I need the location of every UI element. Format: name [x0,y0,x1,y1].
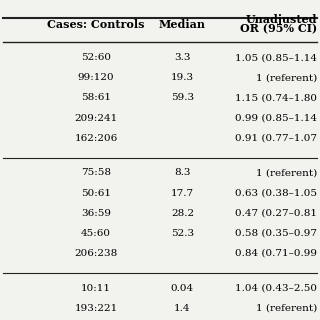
Text: 28.2: 28.2 [171,209,194,218]
Text: 45:60: 45:60 [81,229,111,238]
Text: 59.3: 59.3 [171,93,194,102]
Text: 0.99 (0.85–1.14: 0.99 (0.85–1.14 [235,114,317,123]
Text: 1.05 (0.85–1.14: 1.05 (0.85–1.14 [235,53,317,62]
Text: OR (95% CI): OR (95% CI) [240,23,317,34]
Text: 0.91 (0.77–1.07: 0.91 (0.77–1.07 [235,134,317,143]
Text: 1.4: 1.4 [174,304,191,313]
Text: 50:61: 50:61 [81,188,111,197]
Text: Unadjusted: Unadjusted [245,14,317,25]
Text: Median: Median [159,19,206,29]
Text: 209:241: 209:241 [74,114,118,123]
Text: 52:60: 52:60 [81,53,111,62]
Text: 3.3: 3.3 [174,53,191,62]
Text: 162:206: 162:206 [74,134,118,143]
Text: 1.15 (0.74–1.80: 1.15 (0.74–1.80 [235,93,317,102]
Text: 0.47 (0.27–0.81: 0.47 (0.27–0.81 [235,209,317,218]
Text: 1.04 (0.43–2.50: 1.04 (0.43–2.50 [235,284,317,292]
Text: 1 (referent): 1 (referent) [256,73,317,82]
Text: 193:221: 193:221 [74,304,118,313]
Text: 1 (referent): 1 (referent) [256,304,317,313]
Text: Cases: Controls: Cases: Controls [47,19,145,29]
Text: 99:120: 99:120 [78,73,114,82]
Text: 75:58: 75:58 [81,168,111,177]
Text: 36:59: 36:59 [81,209,111,218]
Text: 0.84 (0.71–0.99: 0.84 (0.71–0.99 [235,249,317,258]
Text: 0.63 (0.38–1.05: 0.63 (0.38–1.05 [235,188,317,197]
Text: 8.3: 8.3 [174,168,191,177]
Text: 19.3: 19.3 [171,73,194,82]
Text: 52.3: 52.3 [171,229,194,238]
Text: 1 (referent): 1 (referent) [256,168,317,177]
Text: 17.7: 17.7 [171,188,194,197]
Text: 0.04: 0.04 [171,284,194,292]
Text: 10:11: 10:11 [81,284,111,292]
Text: 58:61: 58:61 [81,93,111,102]
Text: 206:238: 206:238 [74,249,118,258]
Text: 0.58 (0.35–0.97: 0.58 (0.35–0.97 [235,229,317,238]
